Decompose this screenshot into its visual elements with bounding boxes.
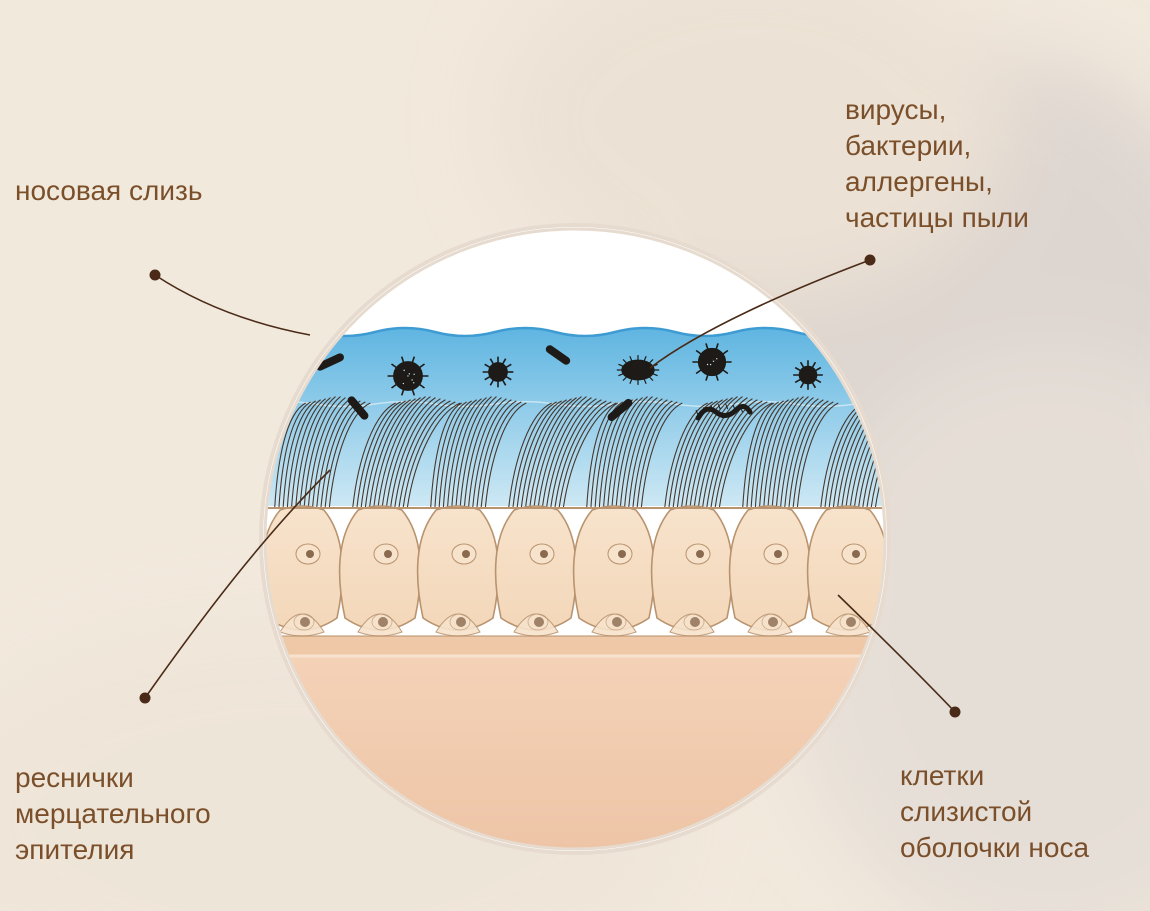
label-cilia-pointer-dot [140, 693, 151, 704]
label-pathogens-pointer-dot [865, 255, 876, 266]
label-mucus-pointer-dot [150, 270, 161, 281]
label-mucus-pointer [155, 275, 310, 335]
label-mucus: носовая слизь [15, 173, 202, 209]
label-pathogens: вирусы, бактерии, аллергены, частицы пыл… [845, 92, 1029, 236]
tissue-layer [265, 656, 885, 911]
label-cilia: реснички мерцательного эпителия [15, 760, 211, 868]
diagram-stage: носовая слизь вирусы, бактерии, аллергены… [0, 0, 1150, 911]
diagram-inner [253, 229, 975, 911]
label-cells: клетки слизистой оболочки носа [900, 758, 1089, 866]
label-cells-pointer-dot [950, 707, 961, 718]
